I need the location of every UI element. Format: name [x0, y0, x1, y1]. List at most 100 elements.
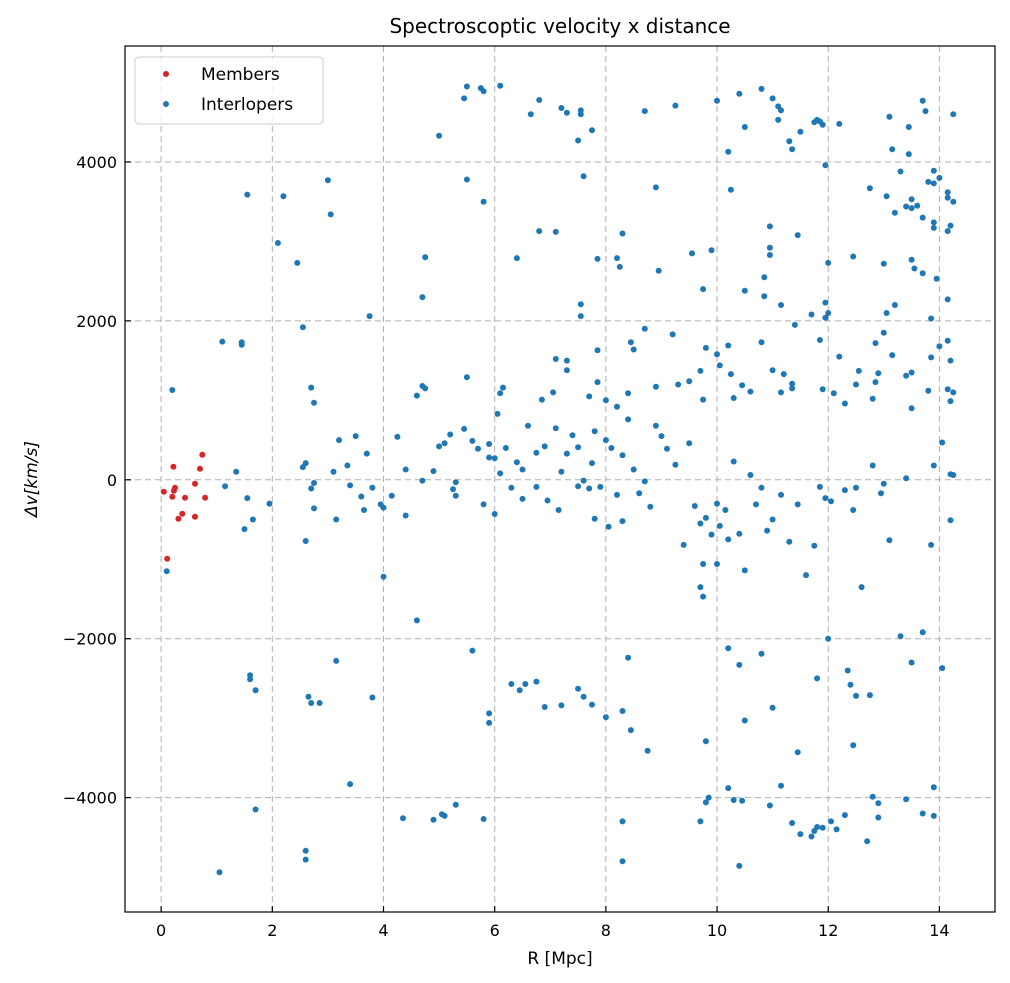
data-point-interlopers: [605, 523, 612, 530]
data-point-interlopers: [822, 314, 829, 321]
data-point-interlopers: [780, 371, 787, 378]
data-point-interlopers: [508, 681, 515, 687]
data-point-members: [160, 488, 167, 495]
data-point-interlopers: [930, 180, 937, 187]
data-point-interlopers: [786, 538, 793, 545]
data-point-interlopers: [336, 437, 342, 444]
data-point-interlopers: [753, 501, 759, 508]
data-point-interlopers: [822, 495, 829, 502]
data-point-interlopers: [725, 785, 732, 792]
data-point-interlopers: [828, 818, 834, 825]
data-point-interlopers: [333, 657, 340, 664]
data-point-interlopers: [244, 191, 251, 198]
data-point-interlopers: [308, 485, 315, 492]
data-point-members: [199, 451, 206, 458]
data-point-interlopers: [486, 454, 493, 461]
data-point-interlopers: [844, 667, 851, 674]
data-point-interlopers: [950, 389, 957, 396]
data-point-interlopers: [705, 794, 712, 801]
data-point-interlopers: [944, 296, 951, 303]
data-point-members: [202, 494, 209, 501]
y-tick-label: 4000: [76, 153, 117, 172]
data-point-interlopers: [233, 468, 240, 475]
data-point-interlopers: [766, 252, 773, 258]
x-tick-label: 14: [929, 921, 949, 940]
data-point-interlopers: [794, 749, 801, 756]
data-point-interlopers: [413, 617, 420, 624]
data-points: [160, 82, 957, 876]
x-tick-label: 10: [707, 921, 727, 940]
data-point-interlopers: [402, 512, 409, 519]
data-point-interlopers: [700, 396, 707, 403]
data-point-interlopers: [525, 422, 531, 429]
data-point-interlopers: [928, 315, 935, 322]
data-point-interlopers: [700, 593, 707, 600]
data-point-interlopers: [630, 346, 637, 353]
data-point-interlopers: [702, 344, 709, 351]
data-point-interlopers: [480, 501, 487, 508]
data-point-members: [182, 494, 188, 501]
data-point-interlopers: [575, 685, 582, 692]
data-point-interlopers: [911, 265, 918, 272]
data-point-interlopers: [944, 386, 951, 393]
data-point-interlopers: [950, 198, 957, 205]
data-point-interlopers: [519, 466, 526, 473]
data-point-interlopers: [491, 511, 498, 517]
data-point-interlopers: [741, 124, 748, 130]
data-point-interlopers: [544, 497, 551, 504]
data-point-interlopers: [947, 222, 954, 229]
data-point-interlopers: [508, 484, 515, 491]
data-point-members: [169, 493, 176, 500]
data-point-interlopers: [925, 387, 932, 394]
data-point-interlopers: [589, 460, 595, 467]
data-point-interlopers: [577, 313, 584, 320]
data-point-interlopers: [664, 445, 670, 452]
data-point-interlopers: [630, 466, 637, 473]
data-point-interlopers: [486, 719, 493, 726]
data-point-interlopers: [908, 659, 915, 666]
data-point-interlopers: [672, 461, 679, 468]
data-point-interlopers: [619, 858, 626, 865]
data-point-interlopers: [758, 85, 765, 92]
data-point-members: [179, 510, 186, 517]
y-tick-label: −2000: [63, 630, 117, 649]
data-point-interlopers: [241, 526, 248, 533]
data-point-interlopers: [947, 357, 954, 364]
data-point-interlopers: [308, 384, 315, 391]
data-point-interlopers: [930, 784, 937, 791]
data-point-members: [192, 480, 198, 487]
data-point-interlopers: [494, 410, 501, 417]
data-point-interlopers: [908, 369, 915, 376]
data-point-interlopers: [950, 111, 957, 118]
data-point-interlopers: [652, 422, 659, 429]
data-point-interlopers: [919, 629, 926, 636]
data-point-interlopers: [702, 738, 709, 745]
data-point-interlopers: [294, 259, 301, 266]
data-point-interlopers: [789, 380, 796, 387]
data-point-interlopers: [875, 370, 882, 377]
data-point-interlopers: [500, 384, 506, 391]
data-point-interlopers: [725, 148, 732, 155]
data-point-interlopers: [944, 337, 951, 344]
legend-marker-interlopers: [163, 101, 169, 107]
data-point-interlopers: [597, 483, 604, 490]
data-point-interlopers: [591, 428, 598, 435]
data-point-interlopers: [903, 796, 910, 803]
data-point-interlopers: [828, 498, 834, 505]
data-point-interlopers: [497, 390, 504, 397]
data-point-interlopers: [575, 483, 582, 490]
data-point-interlopers: [830, 390, 837, 397]
data-point-interlopers: [602, 714, 609, 721]
data-point-interlopers: [814, 675, 821, 682]
data-point-interlopers: [730, 395, 737, 401]
data-point-interlopers: [614, 403, 620, 410]
data-point-interlopers: [697, 818, 704, 825]
data-point-interlopers: [908, 405, 915, 412]
data-point-interlopers: [819, 386, 826, 393]
x-tick-label: 8: [601, 921, 611, 940]
data-point-interlopers: [869, 793, 876, 800]
data-point-interlopers: [533, 483, 540, 490]
legend-marker-members: [163, 71, 169, 77]
data-point-interlopers: [727, 371, 734, 378]
data-point-interlopers: [302, 538, 309, 544]
